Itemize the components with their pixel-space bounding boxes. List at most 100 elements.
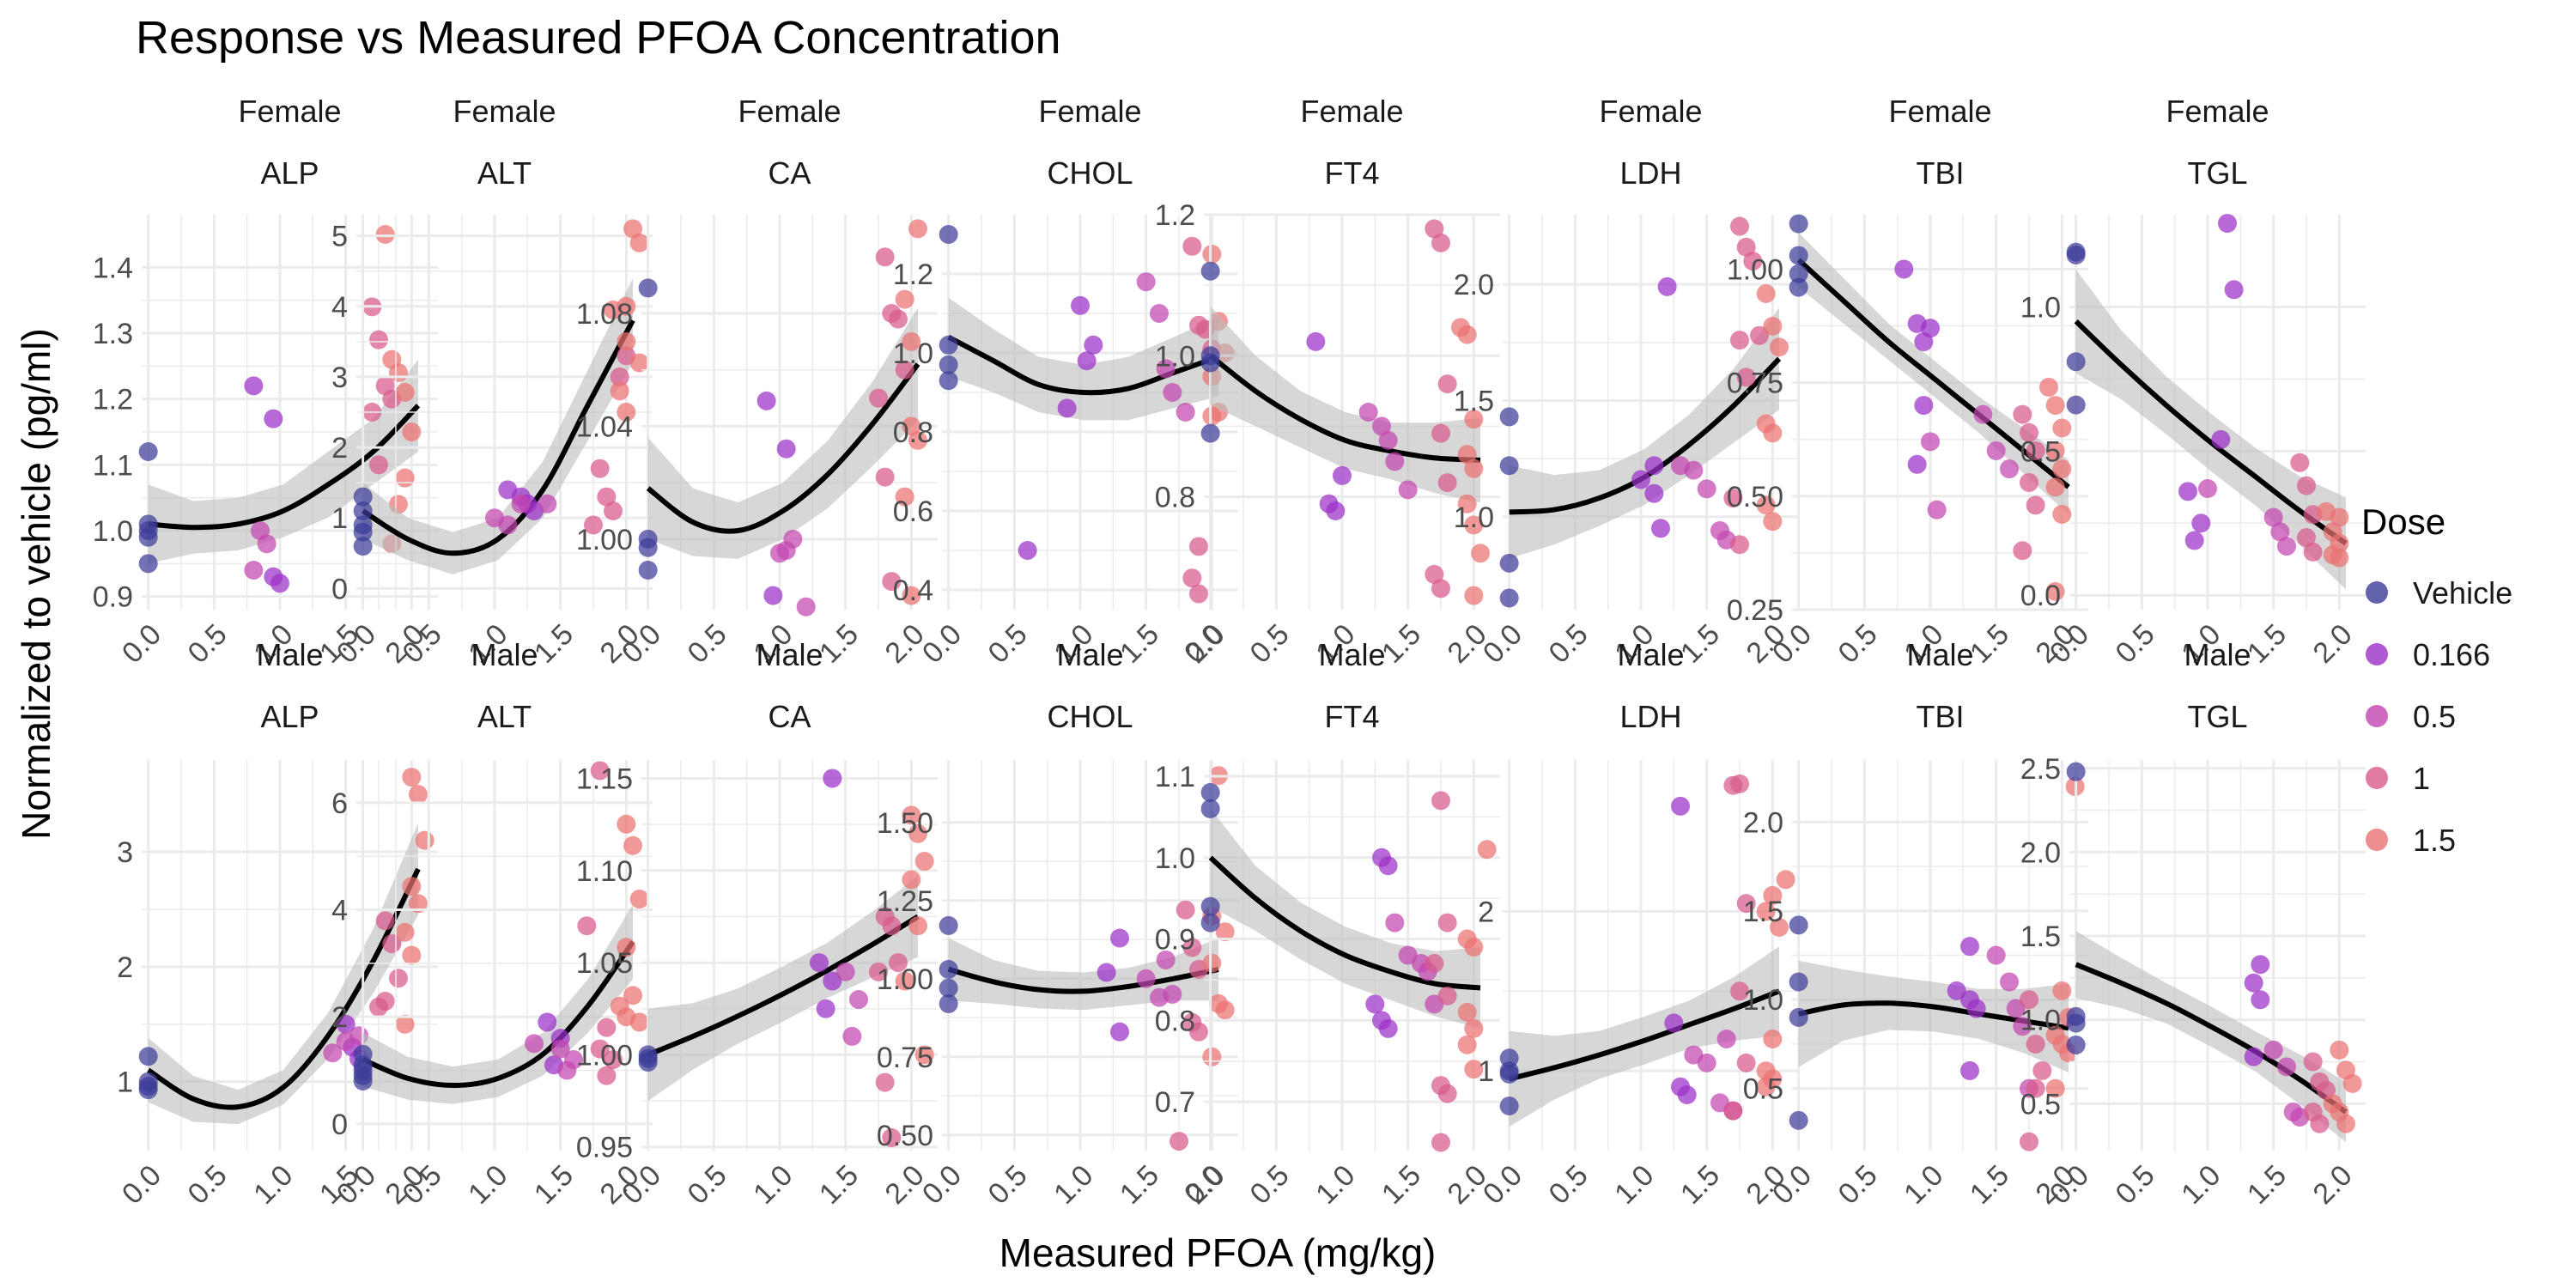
data-point [2000, 972, 2019, 992]
data-point [882, 916, 902, 936]
data-point [1763, 512, 1783, 532]
data-point [1770, 918, 1789, 937]
data-point [1398, 480, 1418, 500]
y-tick-label: 2 [331, 1001, 348, 1034]
x-tick-label: 0.0 [1477, 1159, 1528, 1211]
data-point [353, 487, 373, 507]
data-point [138, 554, 158, 574]
data-point [908, 219, 927, 239]
y-tick-label: 0.5 [2020, 1088, 2061, 1121]
data-point [902, 870, 921, 890]
data-point [617, 296, 636, 316]
y-tick-label: 1.0 [1454, 501, 1494, 534]
data-point [1677, 1085, 1697, 1104]
data-point [1437, 986, 1457, 1005]
y-tick-label: 0.8 [893, 416, 933, 449]
y-tick-label: 1.0 [1155, 842, 1195, 875]
facet-strip-sex: Male [1906, 637, 1973, 672]
data-point [1170, 1132, 1188, 1151]
data-point [511, 494, 531, 513]
y-tick-label: 1.10 [576, 855, 633, 888]
data-point [783, 529, 803, 549]
y-tick-label: 4 [331, 291, 348, 324]
data-point [1437, 1084, 1457, 1103]
y-tick-label: 6 [331, 787, 348, 820]
x-tick-label: 0.5 [682, 1159, 733, 1211]
x-tick-label: 0.5 [1543, 1159, 1595, 1211]
data-point [1200, 423, 1220, 443]
data-point [1471, 544, 1490, 563]
data-point [1894, 259, 1914, 279]
data-point [939, 371, 958, 391]
data-point [638, 278, 658, 298]
data-point [369, 455, 388, 475]
data-point [2045, 396, 2065, 416]
data-point [2277, 1057, 2296, 1077]
y-tick-label: 1.3 [93, 318, 133, 350]
y-tick-label: 1.0 [1743, 984, 1783, 1017]
data-point [1756, 284, 1776, 303]
data-point [1664, 1013, 1684, 1033]
data-point [375, 911, 395, 931]
facet-strip-sex: Female [1300, 94, 1403, 129]
data-point [1156, 950, 1176, 969]
fit-line [647, 914, 920, 1058]
x-tick-label: 1.5 [1674, 1159, 1726, 1211]
data-point [1182, 236, 1202, 256]
panel-grid [142, 760, 438, 1151]
x-tick-label: 1.5 [1376, 1159, 1427, 1211]
data-point [1457, 1035, 1477, 1054]
data-point [2290, 453, 2310, 472]
data-point [1200, 353, 1220, 373]
data-point [395, 468, 415, 488]
legend-label: 0.5 [2413, 699, 2456, 734]
data-point [1960, 1060, 1979, 1080]
data-point [1202, 953, 1222, 973]
data-point [2045, 1078, 2065, 1098]
y-tick-label: 1.5 [1454, 385, 1494, 417]
data-point [2330, 1040, 2349, 1060]
data-point [2310, 1114, 2330, 1133]
data-point [2297, 528, 2316, 548]
data-point [597, 1018, 617, 1037]
data-point [1763, 423, 1783, 443]
data-point [939, 959, 958, 979]
data-point [2251, 955, 2270, 975]
x-tick-label: 0.5 [982, 1159, 1034, 1211]
data-point [1789, 915, 1808, 935]
confidence-ribbon [948, 938, 1218, 1011]
facet-strip-analyte: LDH [1619, 155, 1681, 191]
data-point [138, 527, 158, 547]
data-point [1776, 870, 1795, 890]
legend-key [2366, 705, 2388, 727]
data-point [1671, 796, 1690, 816]
data-point [1770, 337, 1789, 357]
data-point [939, 978, 958, 998]
y-tick-label: 4 [331, 895, 348, 927]
data-point [610, 367, 629, 386]
data-point [939, 335, 958, 355]
data-point [1763, 1030, 1783, 1048]
facet-strip-analyte: CA [768, 699, 811, 734]
data-point [1457, 325, 1477, 344]
y-tick-label: 1.0 [93, 515, 133, 548]
y-tick-label: 2 [1478, 896, 1494, 928]
data-point [1378, 430, 1398, 450]
data-point [2251, 990, 2270, 1010]
y-tick-label: 1.0 [1155, 340, 1195, 373]
data-point [2052, 981, 2072, 1000]
data-point [2218, 214, 2237, 234]
data-point [1215, 1000, 1235, 1020]
data-point [2013, 404, 2032, 424]
data-point [409, 785, 428, 805]
data-point [895, 360, 914, 380]
data-point [1437, 473, 1457, 493]
data-point [1477, 840, 1497, 860]
data-point [2052, 459, 2072, 479]
data-point [623, 835, 642, 855]
data-point [402, 877, 422, 896]
y-tick-label: 0.50 [877, 1120, 933, 1152]
y-tick-label: 1 [1478, 1055, 1494, 1088]
